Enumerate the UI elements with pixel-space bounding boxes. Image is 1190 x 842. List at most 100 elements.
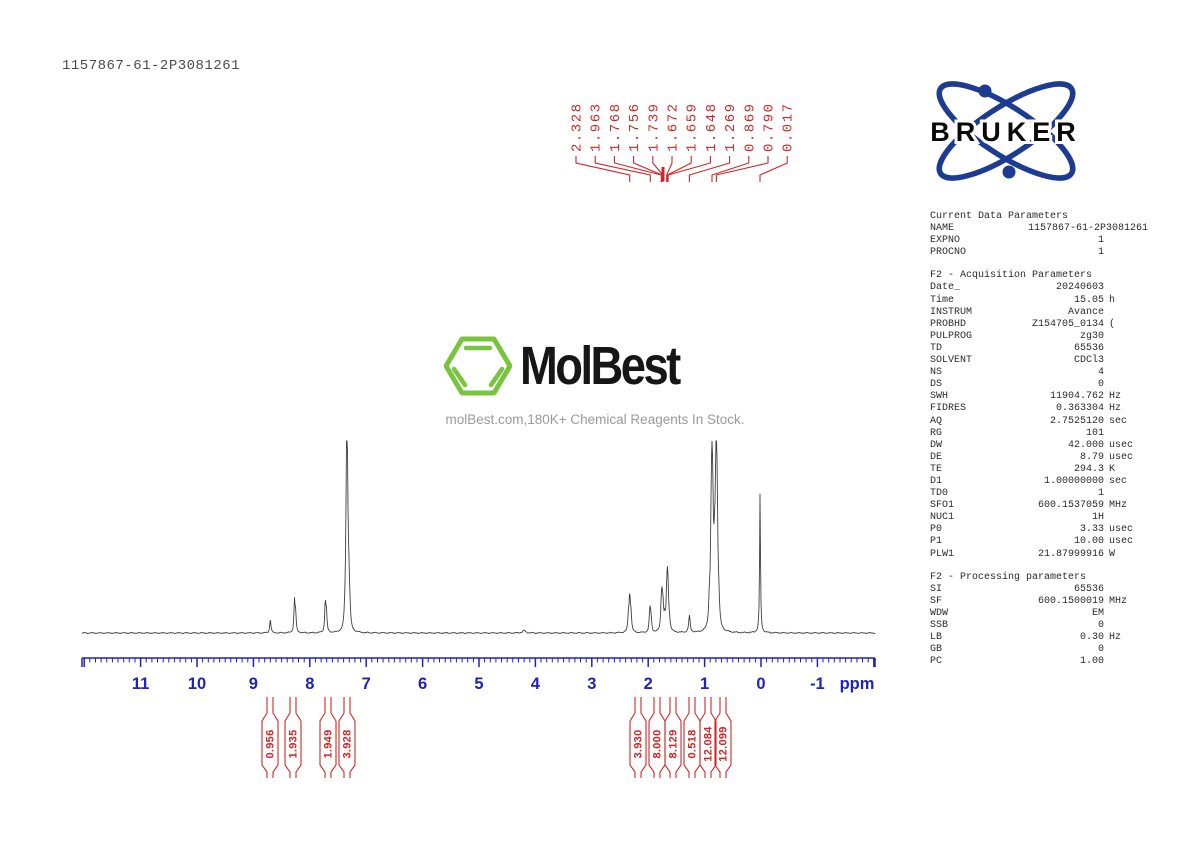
integral-value: 1.949 [323,729,335,758]
parameter-name: GB [930,644,943,656]
parameter-value: 42.000 [1067,439,1104,451]
parameter-unit: Hz [1109,632,1122,644]
parameter-value: 2.7525120 [1049,415,1104,427]
molbest-logo: MolBest [444,335,709,397]
peak-label: 1.269 [723,102,739,152]
x-axis-tick-label: 4 [531,675,541,693]
parameter-row: PROCNO 1 [930,247,1148,259]
parameter-name: AQ [930,415,943,427]
integral-bracket-right [295,697,302,778]
parameter-name: RG [930,427,943,439]
peak-label: 1.672 [666,102,682,152]
peak-label: 0.790 [762,102,778,152]
peak-label: 1.739 [646,102,662,152]
parameter-name: DS [930,379,943,391]
parameter-value: 600.1537059 [1037,500,1104,512]
integral-bracket-left [683,697,690,778]
parameter-name: SF [930,595,943,607]
hexagon-bond-right [488,366,505,388]
x-axis-tick-label: 1 [700,675,709,693]
parameter-value: 0 [1097,644,1104,656]
x-axis-tick-label: 7 [362,675,371,693]
parameter-row: FIDRES 0.363304 Hz [930,403,1148,415]
parameter-unit: MHz [1109,500,1128,512]
parameter-name: SOLVENT [930,355,973,367]
parameter-section-title: Current Data Parameters [930,211,1069,222]
parameter-row: TD0 1 [930,488,1148,500]
peak-label: 0.869 [742,102,758,152]
bruker-orbit-dot-top [978,84,992,98]
parameter-row: SF 600.1500019 MHz [930,596,1148,608]
parameters-panel: Current Data Parameters NAME 1157867-61-2P… [930,211,1148,679]
parameter-row: PROBHD Z154705_0134 ( [930,319,1148,331]
parameter-row: WDW EM [930,608,1148,620]
parameter-name: LB [930,632,943,644]
parameter-value: 8.79 [1079,451,1104,463]
parameter-name: PROBHD [930,318,967,330]
parameter-value: 1 [1097,247,1104,259]
parameter-section-title: F2 - Acquisition Parameters [930,270,1093,282]
parameter-value: 3.33 [1079,524,1104,536]
integral-value: 0.518 [687,729,699,758]
peak-leader-line [613,156,662,182]
parameter-unit: usec [1109,524,1134,536]
parameter-unit: Hz [1109,403,1122,415]
bruker-orbit-dot-bottom [1002,165,1016,179]
parameter-row: PULPROG zg30 [930,331,1148,343]
peak-leader-line [666,156,673,182]
peak-leader-line [711,156,750,182]
parameter-row: EXPNO 1 [930,235,1148,247]
parameter-unit: sec [1109,415,1128,427]
integral-value: 12.084 [703,726,715,762]
parameter-unit: W [1109,548,1116,560]
parameter-value: CDCl3 [1073,355,1104,367]
parameter-name: DW [930,439,943,451]
parameter-row: Date_ 20240603 [930,282,1148,294]
parameter-value: EM [1091,607,1104,619]
parameter-row: NS 4 [930,367,1148,379]
peak-leader-line [715,156,769,182]
integral-bracket-left [319,697,326,778]
integral-value: 8.000 [652,729,664,758]
parameter-value: 65536 [1073,583,1104,595]
parameter-name: INSTRUM [930,306,973,318]
integral-bracket-right [272,697,279,778]
parameter-unit: usec [1109,536,1134,548]
parameter-value: 101 [1085,427,1104,439]
parameter-row: DE 8.79 usec [930,452,1148,464]
peak-label: 1.756 [627,102,643,152]
peak-leader-line [575,156,631,182]
parameter-unit: Hz [1109,391,1122,403]
parameter-unit: usec [1109,451,1134,463]
parameter-unit: h [1109,294,1116,306]
parameter-value: Avance [1067,306,1104,318]
parameter-row: PLW1 21.87999916 W [930,549,1148,561]
integral-bracket-left [284,697,291,778]
parameter-section: Current Data Parameters NAME 1157867-61-2P… [930,211,1148,259]
integral-bracket-right [675,697,682,778]
parameter-row: Time 15.05 h [930,295,1148,307]
integral-bracket-right [640,697,647,778]
integral-bracket-left [338,697,345,778]
parameter-name: NAME [930,223,955,235]
x-axis-tick-label: 2 [644,675,653,693]
parameter-name: P1 [930,536,943,548]
parameter-row: INSTRUM Avance [930,307,1148,319]
peak-leader-line [759,156,788,182]
parameter-value: 65536 [1073,342,1104,354]
parameter-name: P0 [930,524,943,536]
parameter-name: PULPROG [930,330,973,342]
parameter-row: GB 0 [930,644,1148,656]
parameter-row: TD 65536 [930,343,1148,355]
x-axis-tick-label: 0 [756,675,765,693]
bruker-logo-text: BRUKER [930,117,1082,147]
integral-value: 3.928 [342,729,354,758]
parameter-unit: K [1109,463,1116,475]
parameter-name: TD0 [930,488,949,500]
parameter-name: TE [930,463,943,475]
peak-leader-line [667,156,711,182]
integral-bracket-right [349,697,356,778]
integral-bracket-left [664,697,671,778]
bruker-orbit-ellipse-2 [936,81,1076,181]
